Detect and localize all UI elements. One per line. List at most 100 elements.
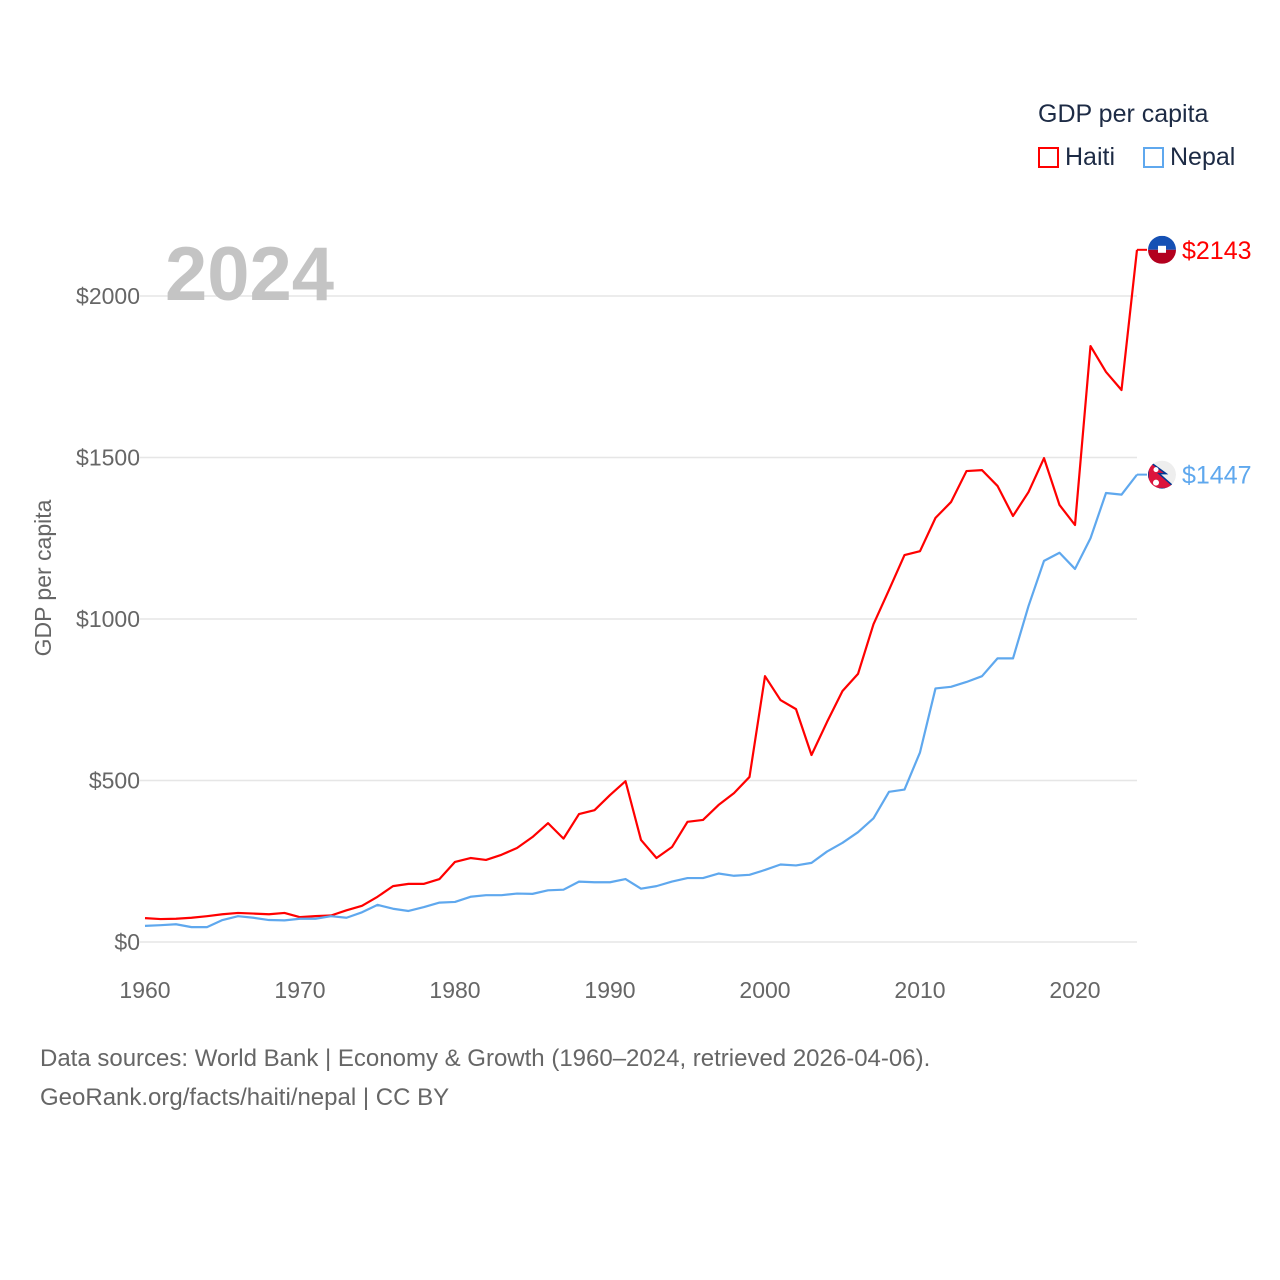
data-point <box>561 887 567 893</box>
data-point <box>762 867 768 873</box>
data-point <box>762 673 768 679</box>
x-tick-label: 2010 <box>894 977 945 1003</box>
data-point <box>995 655 1001 661</box>
data-point <box>406 908 412 914</box>
data-point <box>731 873 737 879</box>
data-point <box>809 860 815 866</box>
data-point <box>468 855 474 861</box>
data-point <box>855 671 861 677</box>
data-point <box>561 836 567 842</box>
legend-swatch <box>1038 147 1059 168</box>
data-point <box>390 906 396 912</box>
data-point <box>406 881 412 887</box>
data-point <box>886 587 892 593</box>
data-sources: Data sources: World Bank | Economy & Gro… <box>40 1045 931 1072</box>
data-point <box>1072 522 1078 528</box>
data-point <box>545 887 551 893</box>
data-point <box>948 499 954 505</box>
y-tick-label: $1000 <box>76 606 140 632</box>
series-line-nepal <box>144 473 1138 929</box>
data-point <box>623 876 629 882</box>
legend-label: Nepal <box>1170 143 1236 171</box>
series-line-haiti <box>144 249 1139 921</box>
end-value-label: $2143 <box>1182 237 1252 265</box>
data-point <box>499 852 505 858</box>
data-point <box>220 917 226 923</box>
data-point <box>716 871 722 877</box>
data-point <box>1057 550 1063 556</box>
data-point <box>933 515 939 521</box>
data-point <box>840 840 846 846</box>
data-point <box>1103 490 1109 496</box>
data-point <box>499 892 505 898</box>
data-point <box>142 915 148 921</box>
data-point <box>964 679 970 685</box>
data-point <box>235 913 241 919</box>
legend-title: GDP per capita <box>1038 100 1209 128</box>
data-point <box>979 673 985 679</box>
data-point <box>189 915 195 921</box>
data-point <box>592 879 598 885</box>
data-point <box>220 911 226 917</box>
data-point <box>654 883 660 889</box>
data-point <box>731 790 737 796</box>
data-point <box>204 913 210 919</box>
data-point <box>173 916 179 922</box>
data-point <box>282 917 288 923</box>
data-point <box>700 875 706 881</box>
legend-item-nepal[interactable]: Nepal <box>1143 143 1235 172</box>
data-point <box>902 787 908 793</box>
data-point <box>468 894 474 900</box>
data-point <box>592 807 598 813</box>
data-point <box>685 875 691 881</box>
data-point <box>483 857 489 863</box>
data-point <box>313 916 319 922</box>
data-point <box>1057 502 1063 508</box>
data-point <box>359 903 365 909</box>
data-point <box>638 837 644 843</box>
x-tick-label: 2020 <box>1049 977 1100 1003</box>
data-point <box>778 861 784 867</box>
y-tick-label: $1500 <box>76 445 140 471</box>
data-point <box>669 844 675 850</box>
data-point <box>483 892 489 898</box>
data-point <box>344 915 350 921</box>
data-point <box>871 815 877 821</box>
data-point <box>1119 492 1125 498</box>
data-point <box>251 915 257 921</box>
data-point <box>359 909 365 915</box>
year-watermark: 2024 <box>165 232 334 317</box>
credit-link[interactable]: GeoRank.org/facts/haiti/nepal | CC BY <box>40 1084 450 1111</box>
data-point <box>607 879 613 885</box>
x-tick-label: 1970 <box>274 977 325 1003</box>
data-point <box>390 883 396 889</box>
data-point <box>948 684 954 690</box>
data-point <box>328 913 334 919</box>
data-point <box>158 922 164 928</box>
data-point <box>623 778 629 784</box>
data-point <box>685 819 691 825</box>
nepal-flag-icon <box>1148 460 1176 489</box>
data-point <box>607 792 613 798</box>
x-tick-label: 2000 <box>739 977 790 1003</box>
data-point <box>979 467 985 473</box>
data-point <box>545 820 551 826</box>
data-point <box>824 849 830 855</box>
data-point <box>1026 603 1032 609</box>
data-point <box>514 891 520 897</box>
data-point <box>638 886 644 892</box>
data-point <box>1041 455 1047 461</box>
data-point <box>344 907 350 913</box>
data-point <box>158 916 164 922</box>
data-point <box>266 911 272 917</box>
data-point <box>747 872 753 878</box>
data-point <box>297 916 303 922</box>
data-point <box>375 894 381 900</box>
data-point <box>437 900 443 906</box>
data-point <box>452 899 458 905</box>
data-point <box>1041 558 1047 564</box>
data-point <box>747 774 753 780</box>
data-point <box>902 552 908 558</box>
data-point <box>204 924 210 930</box>
legend-item-haiti[interactable]: Haiti <box>1038 143 1115 172</box>
